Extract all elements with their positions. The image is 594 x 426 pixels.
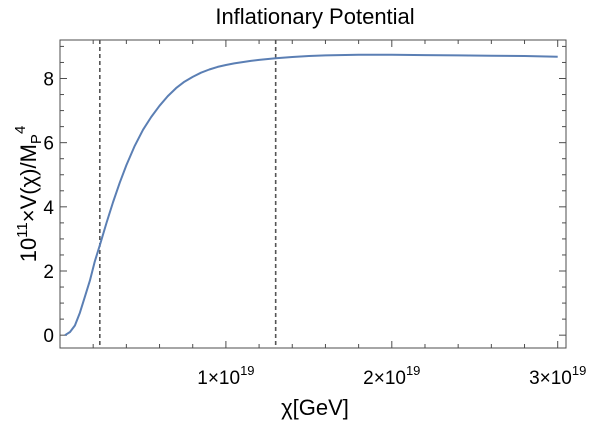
series-line-0	[64, 53, 558, 337]
y-tick-label-2: 4	[43, 198, 54, 219]
plot-frame	[59, 39, 567, 349]
y-tick-label-0: 0	[43, 326, 54, 347]
x-tick-label-2: 3×1019	[529, 363, 586, 389]
y-tick-label-1: 2	[43, 262, 54, 283]
x-tick-label-1: 2×1019	[363, 363, 420, 389]
y-tick-label-4: 8	[43, 70, 54, 91]
y-tick-labels: 0 2 4 6 8	[43, 70, 54, 348]
vertical-markers	[99, 40, 277, 348]
chart-title: Inflationary Potential	[215, 4, 414, 29]
axis-ticks	[60, 40, 566, 348]
y-axis-label: 1011×V(χ)/MP4	[12, 126, 45, 263]
series-layer	[64, 53, 558, 337]
y-tick-label-3: 6	[43, 134, 54, 155]
x-tick-label-0: 1×1019	[197, 363, 254, 389]
x-axis-label: χ[GeV]	[281, 395, 349, 420]
x-tick-labels: 1×1019 2×1019 3×1019	[197, 363, 586, 389]
